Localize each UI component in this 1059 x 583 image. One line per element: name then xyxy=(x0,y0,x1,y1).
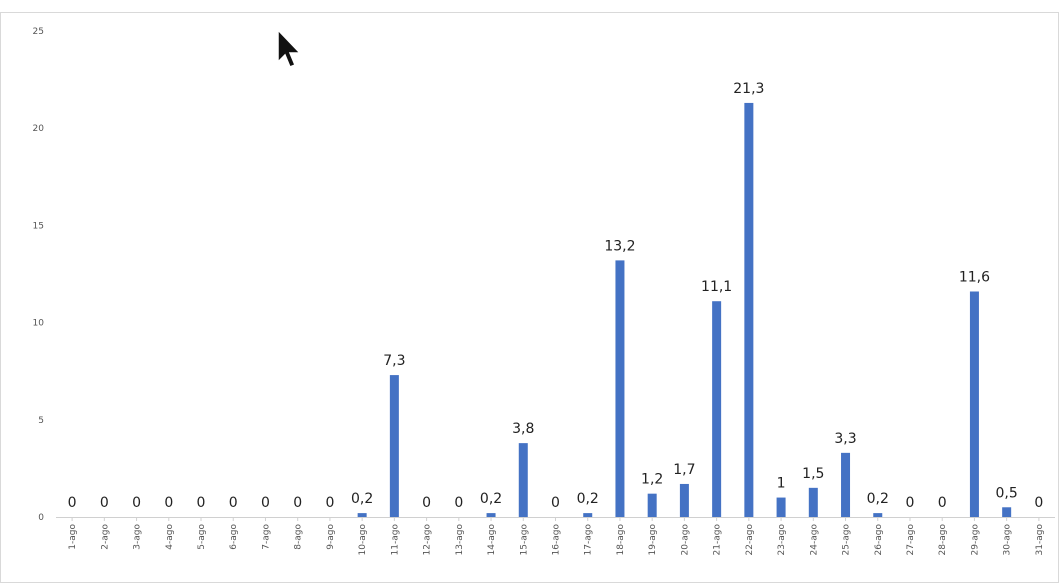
bars xyxy=(358,103,1012,517)
data-labels: 0 0 0 0 0 0 0 0 0 0,27,30 0 0,23,80 0,213,21,21,711,… xyxy=(68,81,1044,511)
bar-15-ago xyxy=(519,443,528,517)
y-tick-label: 0 xyxy=(38,513,44,523)
bar-29-ago xyxy=(970,291,979,517)
x-tick-label: 4-ago xyxy=(165,524,175,550)
x-tick-label: 23-ago xyxy=(777,524,787,556)
bar-14-ago xyxy=(487,513,496,517)
bar-20-ago xyxy=(680,484,689,517)
y-tick-label: 15 xyxy=(33,221,44,231)
arrow-cursor-icon xyxy=(276,28,306,72)
x-tick-label: 10-ago xyxy=(358,524,368,556)
x-tick-label: 16-ago xyxy=(552,524,562,556)
bar-30-ago xyxy=(1002,507,1011,517)
x-tick-label: 31-ago xyxy=(1035,524,1045,556)
x-tick-label: 9-ago xyxy=(326,524,336,550)
data-label-8-ago: 0 xyxy=(293,495,302,511)
x-tick-label: 25-ago xyxy=(842,524,852,556)
plot-border xyxy=(1,13,1059,583)
data-label-10-ago: 0,2 xyxy=(351,491,373,507)
x-tick-label: 12-ago xyxy=(423,524,433,556)
data-label-19-ago: 1,2 xyxy=(641,472,663,488)
data-label-12-ago: 0 xyxy=(422,495,431,511)
data-label-3-ago: 0 xyxy=(132,495,141,511)
x-tick-label: 30-ago xyxy=(1003,524,1013,556)
x-tick-label: 29-ago xyxy=(970,524,980,556)
bar-19-ago xyxy=(648,494,657,517)
data-label-23-ago: 1 xyxy=(777,476,786,492)
x-tick-label: 6-ago xyxy=(229,524,239,550)
bar-22-ago xyxy=(744,103,753,517)
x-tick-label: 8-ago xyxy=(294,524,304,550)
data-label-24-ago: 1,5 xyxy=(802,466,824,482)
x-tick-label: 24-ago xyxy=(809,524,819,556)
bar-18-ago xyxy=(615,260,624,517)
data-label-29-ago: 11,6 xyxy=(959,269,990,285)
x-tick-label: 3-ago xyxy=(133,524,143,550)
data-label-31-ago: 0 xyxy=(1034,495,1043,511)
x-tick-label: 7-ago xyxy=(261,524,271,550)
data-label-14-ago: 0,2 xyxy=(480,491,502,507)
bar-21-ago xyxy=(712,301,721,517)
data-label-5-ago: 0 xyxy=(197,495,206,511)
data-label-9-ago: 0 xyxy=(325,495,334,511)
x-tick-label: 1-ago xyxy=(68,524,78,550)
y-tick-label: 20 xyxy=(33,124,45,134)
x-axis: 1-ago 2-ago 3-ago 4-ago 5-ago 6-ago 7-ago 8-ago… xyxy=(56,517,1055,555)
x-tick-label: 17-ago xyxy=(584,524,594,556)
y-tick-label: 25 xyxy=(33,27,44,37)
x-tick-label: 20-ago xyxy=(680,524,690,556)
data-label-6-ago: 0 xyxy=(229,495,238,511)
x-tick-label: 15-ago xyxy=(519,524,529,556)
data-label-20-ago: 1,7 xyxy=(673,462,695,478)
bar-23-ago xyxy=(777,498,786,517)
data-label-27-ago: 0 xyxy=(906,495,915,511)
x-tick-label: 21-ago xyxy=(713,524,723,556)
x-tick-label: 18-ago xyxy=(616,524,626,556)
data-label-16-ago: 0 xyxy=(551,495,560,511)
data-label-4-ago: 0 xyxy=(164,495,173,511)
y-axis: 0 5 10 15 20 25 xyxy=(33,27,45,523)
x-tick-label: 2-ago xyxy=(100,524,110,550)
x-tick-label: 22-ago xyxy=(745,524,755,556)
data-label-15-ago: 3,8 xyxy=(512,421,534,437)
data-label-21-ago: 11,1 xyxy=(701,279,732,295)
data-label-1-ago: 0 xyxy=(68,495,77,511)
x-tick-label: 14-ago xyxy=(487,524,497,556)
data-label-2-ago: 0 xyxy=(100,495,109,511)
data-label-30-ago: 0,5 xyxy=(996,485,1018,501)
bar-11-ago xyxy=(390,375,399,517)
x-tick-label: 11-ago xyxy=(390,524,400,556)
bar-26-ago xyxy=(873,513,882,517)
x-tick-label: 13-ago xyxy=(455,524,465,556)
data-label-22-ago: 21,3 xyxy=(733,81,764,97)
data-label-13-ago: 0 xyxy=(454,495,463,511)
bar-17-ago xyxy=(583,513,592,517)
data-label-26-ago: 0,2 xyxy=(867,491,889,507)
x-tick-label: 19-ago xyxy=(648,524,658,556)
x-tick-label: 26-ago xyxy=(874,524,884,556)
data-label-18-ago: 13,2 xyxy=(604,238,635,254)
data-label-28-ago: 0 xyxy=(938,495,947,511)
data-label-7-ago: 0 xyxy=(261,495,270,511)
y-tick-label: 10 xyxy=(33,319,45,329)
y-tick-label: 5 xyxy=(38,416,44,426)
data-label-17-ago: 0,2 xyxy=(577,491,599,507)
x-tick-label: 5-ago xyxy=(197,524,207,550)
bar-10-ago xyxy=(358,513,367,517)
data-label-25-ago: 3,3 xyxy=(834,431,856,447)
bar-24-ago xyxy=(809,488,818,517)
x-tick-label: 27-ago xyxy=(906,524,916,556)
x-tick-label: 28-ago xyxy=(938,524,948,556)
bar-25-ago xyxy=(841,453,850,517)
data-label-11-ago: 7,3 xyxy=(383,353,405,369)
